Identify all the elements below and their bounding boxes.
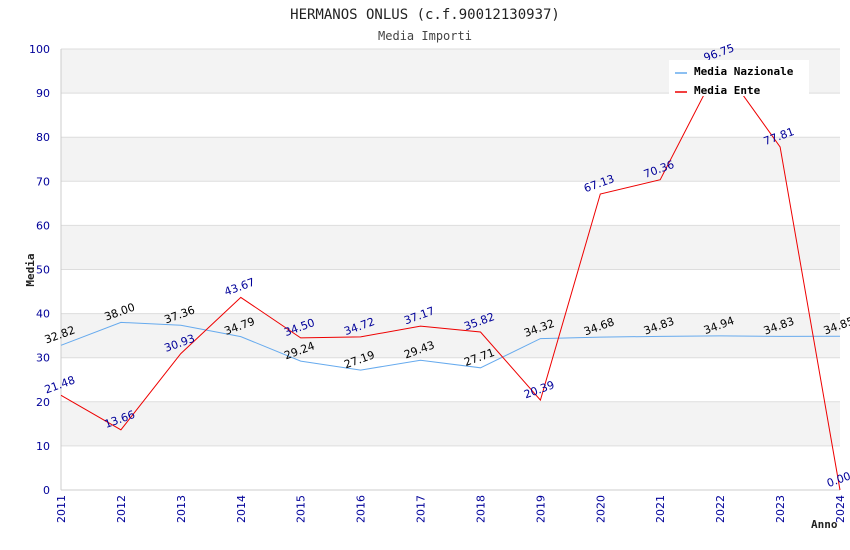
x-tick-label: 2019 (534, 495, 547, 523)
x-tick-label: 2016 (355, 495, 368, 523)
background-band (61, 93, 840, 138)
legend-label-nazionale: Media Nazionale (694, 65, 794, 78)
x-tick-label: 2018 (474, 495, 487, 523)
background-band (61, 137, 840, 182)
background-band (61, 445, 840, 490)
x-tick-label: 2013 (175, 495, 188, 523)
y-tick-label: 80 (36, 131, 50, 144)
x-tick-label: 2011 (55, 495, 68, 523)
background-band (61, 181, 840, 226)
series-line-nazionale (60, 321, 841, 371)
x-tick-label: 2014 (235, 495, 248, 523)
axes (60, 49, 840, 491)
y-tick-label: 20 (36, 396, 50, 409)
background-band (61, 357, 840, 402)
y-tick-label: 30 (36, 352, 50, 365)
y-tick-label: 60 (36, 219, 50, 232)
x-tick-label: 2017 (415, 495, 428, 523)
y-tick-label: 40 (36, 308, 50, 321)
y-axis-label: Media (24, 253, 37, 286)
x-tick-label: 2015 (295, 495, 308, 523)
y-tick-label: 90 (36, 87, 50, 100)
x-tick-label: 2012 (115, 495, 128, 523)
x-tick-label: 2024 (834, 495, 847, 523)
x-tick-label: 2020 (594, 495, 607, 523)
y-tick-label: 100 (29, 43, 50, 56)
y-tick-label: 0 (43, 484, 50, 497)
y-tick-label: 70 (36, 175, 50, 188)
x-tick-label: 2023 (774, 495, 787, 523)
legend-label-ente: Media Ente (694, 84, 761, 97)
y-tick-label: 50 (36, 264, 50, 277)
legend-box (669, 60, 809, 96)
x-tick-label: 2021 (654, 495, 667, 523)
x-axis-label: Anno (811, 518, 838, 531)
background-bands (61, 49, 840, 490)
legend: Media Nazionale Media Ente (669, 60, 809, 97)
background-band (61, 225, 840, 270)
background-band (61, 269, 840, 314)
x-tick-labels: 2011 2012 2013 2014 2015 2016 2017 2018 2019 2020… (55, 495, 847, 523)
x-tick-label: 2022 (714, 495, 727, 523)
y-tick-labels: 0 10 20 30 40 50 60 70 80 90 100 (29, 43, 50, 497)
y-tick-label: 10 (36, 440, 50, 453)
chart-subtitle: Media Importi (378, 29, 472, 43)
background-band (61, 401, 840, 446)
chart-title: HERMANOS ONLUS (c.f.90012130937) (290, 7, 560, 23)
